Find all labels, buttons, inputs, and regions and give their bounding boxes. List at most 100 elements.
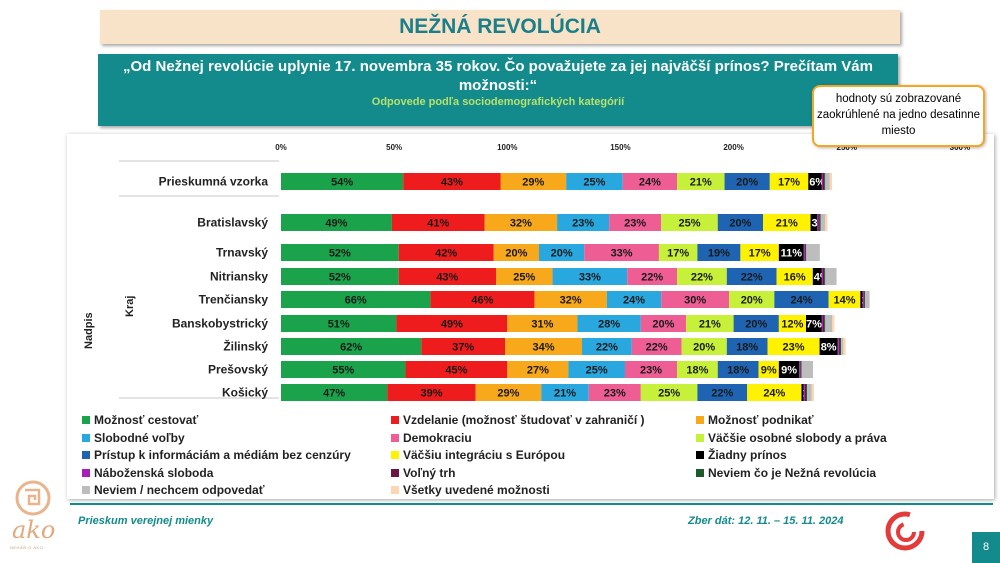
ako-logo-icon [15, 480, 51, 516]
category-label: Nitriansky [210, 270, 268, 284]
bar-segment [776, 268, 813, 285]
legend-label: Slobodné voľby [94, 430, 185, 445]
data-label: 49% [325, 218, 347, 230]
bar-segment [864, 291, 866, 308]
legend-item: Všetky uvedené možnosti [391, 483, 550, 497]
data-label: 24% [763, 388, 785, 400]
bar-segment [624, 361, 678, 378]
data-label: 51% [328, 319, 350, 331]
data-label: 32% [560, 295, 582, 307]
bar-segment [799, 361, 801, 378]
data-label: 41% [427, 218, 449, 230]
bar-segment [822, 173, 825, 190]
bar-segment [557, 214, 610, 231]
bar-segment [505, 338, 582, 355]
footer-divider [70, 503, 993, 505]
data-label: 20% [736, 177, 758, 189]
data-label: 27% [527, 365, 549, 377]
data-label: 17% [667, 248, 689, 260]
footer-survey-label: Prieskum verejnej mienky [78, 515, 214, 527]
bar-segment [609, 214, 662, 231]
swirl-logo-icon [885, 511, 925, 551]
data-label: 9% [781, 365, 797, 377]
bar-segment [825, 214, 828, 231]
bar-segment [568, 361, 625, 378]
bar-segment [421, 338, 506, 355]
data-label: 25% [583, 177, 605, 189]
data-label: 20% [505, 248, 527, 260]
bar-segment [495, 268, 553, 285]
legend-label: Voľný trh [403, 465, 456, 480]
data-label: 8% [821, 342, 837, 354]
bar-segment [606, 291, 662, 308]
bar-segment [801, 384, 804, 401]
bar-segment [778, 315, 807, 332]
data-label: 23% [640, 365, 662, 377]
question-subtitle: Odpovede podľa sociodemografických kateg… [371, 96, 625, 108]
page-title: NEŽNÁ REVOLÚCIA [100, 10, 900, 44]
page-number: 8 [972, 532, 1000, 563]
data-label: 43% [436, 272, 458, 284]
legend-item: Väčšie osobné slobody a práva [696, 431, 887, 445]
group-label-outer: Nadpis [83, 312, 95, 349]
bar-segment [281, 291, 431, 308]
data-label: 12% [781, 319, 803, 331]
data-label: 31% [531, 319, 553, 331]
bar-segment [281, 268, 399, 285]
data-label: 23% [604, 388, 626, 400]
data-label: 20% [729, 218, 751, 230]
data-label: 30% [684, 295, 706, 307]
data-label: 20% [741, 295, 763, 307]
bar-segment [661, 214, 718, 231]
bar-segment [566, 173, 623, 190]
bar-segment [661, 291, 730, 308]
bar-segment [403, 173, 501, 190]
bar-segment [677, 361, 718, 378]
data-label: 29% [497, 388, 519, 400]
bar-segment [552, 268, 628, 285]
legend-item: Demokraciu [391, 431, 472, 445]
legend-item: Prístup k informáciám a médiám bez cenzú… [82, 448, 351, 462]
data-label: 22% [641, 272, 663, 284]
data-label: 52% [329, 248, 351, 260]
data-label: 66% [345, 295, 367, 307]
legend-swatch [82, 451, 90, 459]
bar-segment [398, 268, 496, 285]
bar-segment [803, 384, 805, 401]
bar-segment [801, 361, 802, 378]
data-label: 39% [420, 388, 442, 400]
legend-item: Možnosť cestovať [82, 413, 198, 427]
bar-segment [807, 384, 812, 401]
bar-segment [825, 315, 833, 332]
category-label: Banskobystrický [172, 317, 268, 331]
bar-segment [538, 244, 585, 261]
bar-segment [825, 268, 837, 285]
bar-segment [577, 315, 641, 332]
legend-label: Neviem čo je Nežná revolúcia [708, 465, 877, 480]
data-label: 21% [776, 218, 798, 230]
bar-segment [832, 315, 835, 332]
bar-segment [767, 338, 820, 355]
bar-segment [387, 384, 476, 401]
bar-segment [811, 384, 814, 401]
legend-swatch [391, 486, 399, 494]
bar-segment [863, 291, 865, 308]
data-label: 23% [624, 218, 646, 230]
data-label: 20% [551, 248, 573, 260]
bar-segment [658, 244, 698, 261]
x-tick-label: 250% [837, 143, 857, 152]
data-label: 6% [809, 177, 825, 189]
data-label: 55% [332, 365, 354, 377]
data-label: 45% [445, 365, 467, 377]
data-label: 25% [658, 388, 680, 400]
bar-segment [839, 338, 842, 355]
bar-segment [507, 315, 578, 332]
bar-segment [818, 214, 820, 231]
legend-label: Neviem / nechcem odpovedať [94, 483, 265, 497]
category-label: Bratislavský [197, 216, 268, 230]
bar-segment [841, 338, 844, 355]
data-label: 20% [693, 342, 715, 354]
data-label: 18% [727, 365, 749, 377]
bar-segment [697, 384, 748, 401]
legend-label: Väčšie osobné slobody a práva [708, 430, 887, 445]
